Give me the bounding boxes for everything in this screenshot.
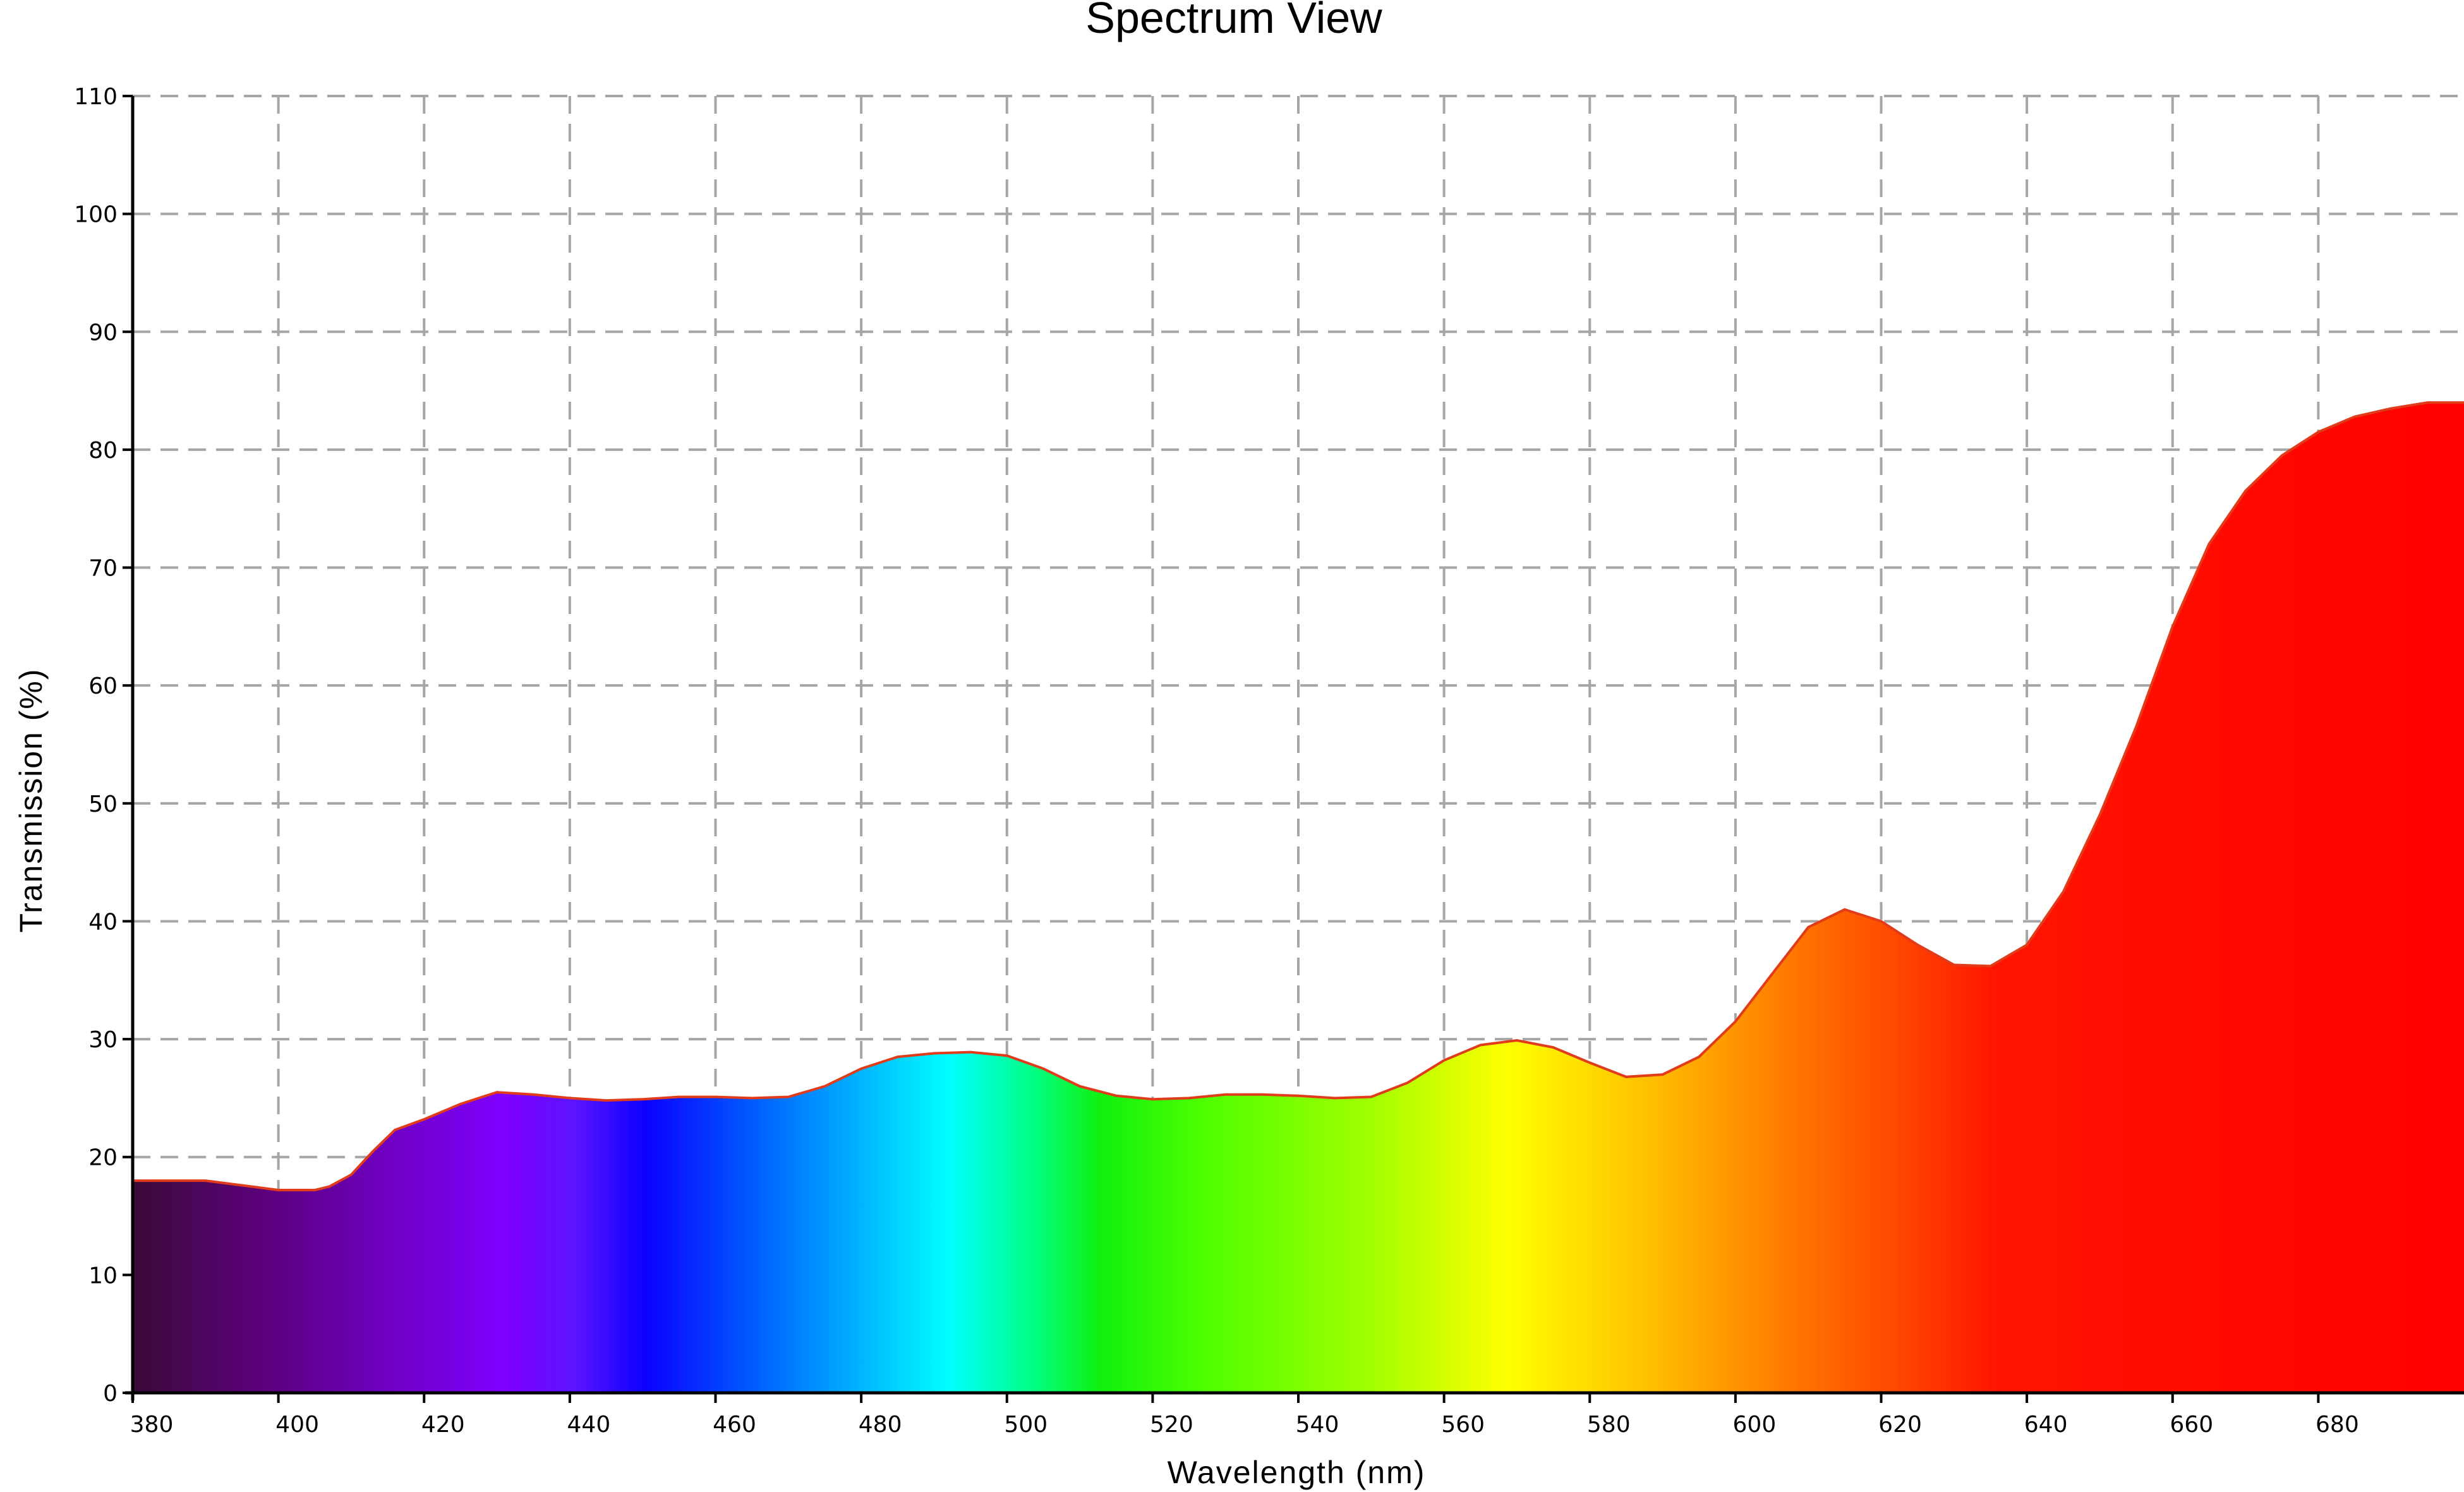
x-tick-label: 420 [421,1412,465,1438]
y-axis-title: Transmission (%) [13,668,49,932]
x-tick-label: 600 [1733,1412,1777,1438]
x-tick-label: 540 [1296,1412,1339,1438]
y-tick-label: 50 [88,791,118,817]
x-tick-label: 500 [1004,1412,1048,1438]
y-tick-label: 60 [88,673,118,699]
spectrum-area-fill [133,402,2464,1393]
x-tick-label: 460 [713,1412,756,1438]
y-tick-label: 80 [88,438,118,464]
y-axis-ticks: 0 10 20 30 40 50 60 70 80 90 100 110 [74,84,133,1407]
x-tick-label: 440 [567,1412,611,1438]
x-tick-label: 560 [1441,1412,1485,1438]
x-tick-label: 620 [1878,1412,1922,1438]
plot-area [133,401,2464,1393]
y-tick-label: 90 [88,320,118,346]
x-tick-label: 520 [1150,1412,1193,1438]
transmission-curve [133,401,2464,1191]
y-tick-label: 100 [74,202,118,228]
y-tick-label: 70 [88,556,118,582]
x-tick-label: 400 [275,1412,319,1438]
chart-title: Spectrum View [1085,0,1382,42]
x-axis-ticks: 380 400 420 440 460 480 500 520 540 560 580 600 620 6… [130,1393,2359,1438]
axes [125,96,2464,1400]
x-tick-label: 480 [859,1412,902,1438]
x-tick-label: 580 [1587,1412,1631,1438]
y-tick-label: 30 [88,1027,118,1053]
y-tick-label: 20 [88,1145,118,1171]
x-axis-title: Wavelength (nm) [1168,1455,1426,1490]
x-tick-label: 680 [2316,1412,2359,1438]
y-tick-label: 10 [88,1263,118,1289]
x-tick-label: 380 [130,1412,174,1438]
y-tick-label: 0 [103,1381,118,1407]
x-tick-label: 640 [2024,1412,2068,1438]
y-tick-label: 110 [74,84,118,110]
y-tick-label: 40 [88,909,118,935]
x-tick-label: 660 [2170,1412,2213,1438]
